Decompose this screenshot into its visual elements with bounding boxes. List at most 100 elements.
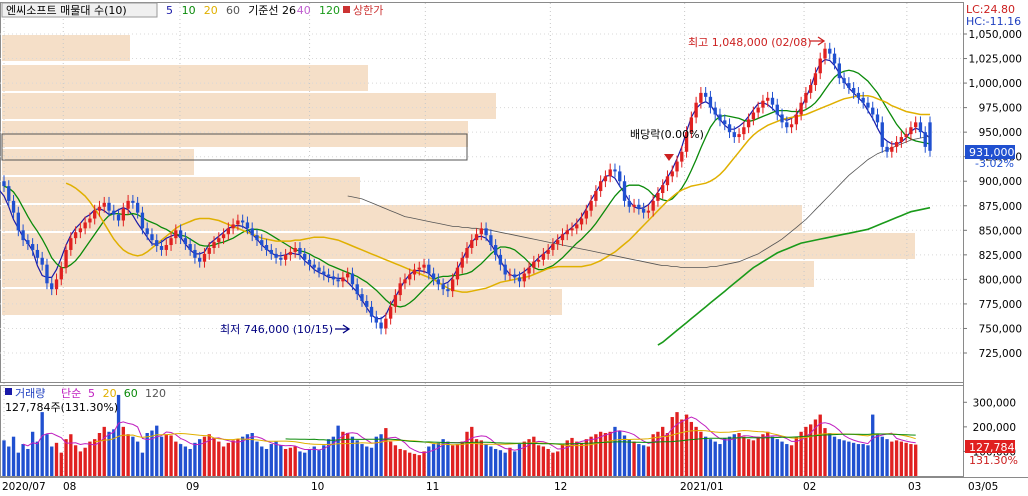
volume-bar bbox=[369, 447, 374, 476]
candle-body bbox=[26, 240, 30, 245]
volume-bar bbox=[398, 448, 402, 476]
candle-body bbox=[107, 202, 111, 211]
candle-body bbox=[207, 247, 211, 254]
volume-bar bbox=[813, 419, 818, 476]
candle-body bbox=[756, 107, 760, 113]
volume-bar bbox=[460, 441, 464, 476]
price-tick-label: 1,000,000 bbox=[969, 78, 1022, 90]
volume-bar bbox=[336, 425, 340, 476]
candle-body bbox=[522, 273, 526, 282]
candle-body bbox=[59, 267, 63, 280]
current-change-label: -3.02% bbox=[975, 157, 1014, 170]
candle-body bbox=[264, 245, 269, 250]
candle-body bbox=[928, 122, 932, 151]
candle-body bbox=[541, 253, 546, 260]
date-label: 09 bbox=[186, 481, 199, 493]
candle-body bbox=[813, 73, 818, 86]
ma-legend-item[interactable]: 120 bbox=[319, 4, 340, 17]
dividend-annotation: 배당락(0.00%) bbox=[630, 128, 704, 141]
candle-body bbox=[799, 102, 803, 115]
volume-bar bbox=[493, 448, 498, 476]
candle-body bbox=[283, 254, 288, 260]
candle-body bbox=[374, 316, 378, 323]
candle-body bbox=[775, 104, 779, 115]
volume-bar bbox=[107, 431, 111, 476]
candle-body bbox=[871, 107, 875, 115]
volume-bar bbox=[608, 431, 612, 476]
candle-body bbox=[579, 218, 584, 225]
volume-profile bbox=[1, 35, 915, 315]
candle-body bbox=[918, 122, 923, 133]
candle-body bbox=[417, 267, 421, 270]
candle-body bbox=[412, 269, 417, 275]
candle-body bbox=[479, 228, 483, 235]
volume-bar bbox=[799, 431, 803, 476]
candle-body bbox=[894, 141, 899, 147]
volume-ma-lines bbox=[22, 416, 916, 454]
volume-bar bbox=[737, 433, 741, 476]
ma-legend-item[interactable]: 기준선 26 bbox=[248, 4, 296, 17]
candle-body bbox=[360, 294, 364, 301]
ma-legend-item[interactable]: 20 bbox=[204, 4, 218, 17]
volume-bar bbox=[331, 436, 336, 476]
volume-bar bbox=[164, 434, 168, 476]
candle-body bbox=[441, 284, 445, 290]
ma-legend-item[interactable]: 40 bbox=[297, 4, 311, 17]
candle-body bbox=[30, 244, 35, 250]
candle-body bbox=[341, 277, 345, 282]
volume-bar bbox=[11, 436, 16, 476]
volume-bar bbox=[288, 447, 293, 476]
date-axis: 2020/07 08 09 10 11 12 2021/01 02 03 03/05 bbox=[2, 481, 998, 493]
corner-lc: LC:24.80 bbox=[966, 3, 1015, 16]
volume-bar bbox=[303, 452, 307, 476]
volume-bar bbox=[7, 446, 11, 476]
volume-bar bbox=[412, 453, 417, 476]
volume-ma-legend-item: 5 bbox=[88, 387, 95, 400]
candle-body bbox=[737, 134, 741, 138]
candle-body bbox=[546, 249, 550, 254]
candle-body bbox=[83, 222, 87, 229]
volume-bar bbox=[589, 436, 593, 476]
chart-title[interactable]: 엔씨소프트 매물대 수(10) bbox=[6, 4, 127, 17]
candle-body bbox=[766, 97, 770, 101]
volume-bar bbox=[871, 414, 875, 476]
volume-bar bbox=[618, 430, 622, 476]
date-label: 08 bbox=[63, 481, 76, 493]
candle-body bbox=[493, 245, 498, 255]
volume-bar bbox=[832, 436, 837, 476]
volume-bar bbox=[40, 412, 44, 476]
candle-body bbox=[746, 119, 751, 128]
volume-bar bbox=[484, 444, 488, 476]
volume-bar bbox=[818, 414, 822, 476]
volume-bar bbox=[474, 439, 479, 476]
ma-legend-item[interactable]: 60 bbox=[226, 4, 240, 17]
volume-bar bbox=[112, 429, 116, 476]
volume-bar bbox=[83, 447, 87, 476]
ma-legend-item[interactable]: 10 bbox=[182, 4, 196, 17]
candle-body bbox=[446, 289, 450, 292]
volume-bar bbox=[914, 444, 918, 476]
volume-bar bbox=[598, 431, 603, 476]
candle-body bbox=[303, 253, 307, 260]
volume-bar bbox=[264, 448, 269, 476]
volume-bar bbox=[761, 434, 765, 476]
volume-bar bbox=[231, 440, 235, 476]
candle-body bbox=[93, 210, 97, 219]
candle-body bbox=[379, 322, 383, 329]
ma-legend-item[interactable]: 5 bbox=[166, 4, 173, 17]
candle-body bbox=[317, 267, 321, 272]
candle-body bbox=[856, 92, 861, 98]
volume-bar bbox=[837, 439, 841, 476]
price-tick-label: 825,000 bbox=[979, 250, 1022, 262]
candle-body bbox=[851, 87, 856, 93]
volume-bar bbox=[517, 444, 522, 476]
candle-body bbox=[198, 257, 202, 262]
candle-body bbox=[661, 185, 665, 194]
candle-body bbox=[150, 234, 154, 241]
volume-bar bbox=[551, 452, 555, 476]
candle-body bbox=[174, 230, 178, 239]
candle-body bbox=[689, 117, 694, 133]
upper-limit-marker bbox=[343, 6, 350, 13]
candle-body bbox=[608, 169, 612, 177]
candle-body bbox=[169, 238, 173, 246]
